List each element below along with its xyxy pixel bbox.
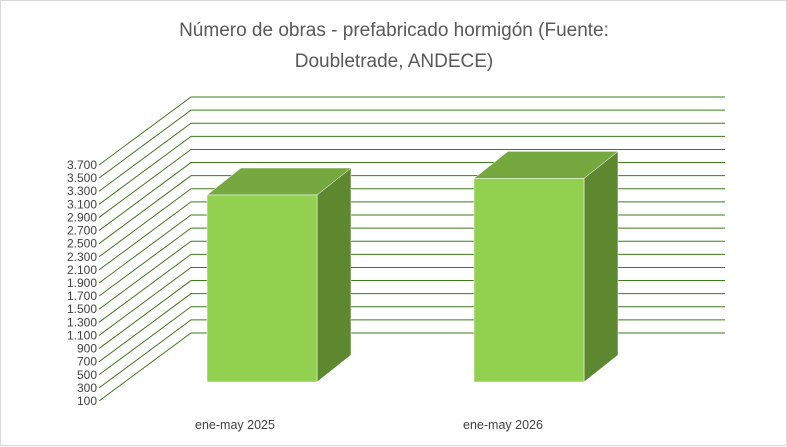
- y-tick-label: 700: [77, 355, 97, 369]
- gridline: [98, 332, 725, 402]
- y-axis-tick-labels: 1003005007009001.1001.3001.5001.7001.900…: [67, 158, 97, 408]
- y-tick-label: 1.700: [67, 289, 97, 303]
- gridline: [98, 319, 725, 389]
- gridline: [98, 175, 725, 245]
- chart-title-line-1: Número de obras - prefabricado hormigón …: [179, 20, 609, 41]
- gridline: [98, 306, 725, 376]
- y-tick-label: 900: [77, 342, 97, 356]
- y-tick-label: 1.300: [67, 315, 97, 329]
- y-tick-label: 2.700: [67, 224, 97, 238]
- y-tick-label: 1.900: [67, 276, 97, 290]
- gridline: [98, 201, 725, 271]
- gridline: [98, 122, 725, 192]
- y-tick-label: 3.700: [67, 158, 97, 172]
- y-tick-label: 3.500: [67, 171, 97, 185]
- y-tick-label: 2.500: [67, 237, 97, 251]
- y-tick-label: 3.300: [67, 184, 97, 198]
- x-axis-category-labels: ene-may 2025 ene-may 2026: [195, 418, 543, 432]
- y-tick-label: 300: [77, 381, 97, 395]
- gridline: [98, 280, 725, 349]
- y-tick-label: 2.300: [67, 250, 97, 264]
- x-category-label: ene-may 2025: [195, 418, 275, 432]
- gridline: [98, 148, 725, 218]
- y-tick-label: 2.100: [67, 263, 97, 277]
- y-tick-label: 1.100: [67, 328, 97, 342]
- gridlines: [98, 96, 725, 402]
- gridline: [98, 227, 725, 297]
- bar-side-face: [316, 167, 352, 383]
- bar-front-face: [473, 178, 585, 383]
- gridline: [98, 240, 725, 310]
- gridline: [98, 188, 725, 258]
- gridline: [98, 266, 725, 336]
- gridline: [98, 214, 725, 284]
- y-tick-label: 3.100: [67, 197, 97, 211]
- chart-title-line-2: Doubletrade, ANDECE): [295, 51, 494, 72]
- bars: [206, 150, 619, 383]
- bar-front-face: [206, 194, 318, 383]
- bar-side-face: [583, 150, 619, 383]
- y-tick-label: 1.500: [67, 302, 97, 316]
- y-tick-label: 100: [77, 394, 97, 408]
- gridline: [98, 135, 725, 205]
- gridline: [98, 293, 725, 363]
- gridline: [98, 162, 725, 231]
- gridline: [98, 109, 725, 179]
- gridline: [98, 253, 725, 323]
- gridline: [98, 96, 725, 166]
- x-category-label: ene-may 2026: [463, 418, 543, 432]
- y-tick-label: 2.900: [67, 210, 97, 224]
- y-tick-label: 500: [77, 368, 97, 382]
